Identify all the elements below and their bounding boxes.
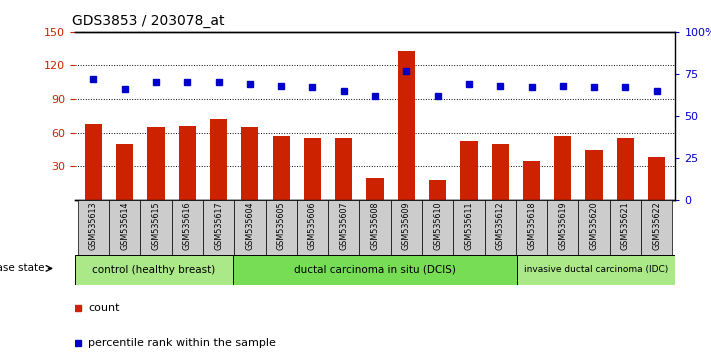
Bar bbox=[641, 200, 673, 255]
Bar bbox=[116, 144, 134, 200]
Bar bbox=[518, 255, 675, 285]
Bar bbox=[210, 119, 228, 200]
Bar bbox=[241, 127, 259, 200]
Text: GSM535615: GSM535615 bbox=[151, 202, 161, 250]
Text: GSM535613: GSM535613 bbox=[89, 202, 98, 250]
Text: GSM535622: GSM535622 bbox=[652, 202, 661, 250]
Bar bbox=[516, 200, 547, 255]
Bar bbox=[85, 124, 102, 200]
Bar bbox=[272, 136, 290, 200]
Text: GSM535616: GSM535616 bbox=[183, 202, 192, 250]
Bar bbox=[397, 51, 415, 200]
Bar bbox=[203, 200, 234, 255]
Text: count: count bbox=[88, 303, 119, 313]
Text: GSM535617: GSM535617 bbox=[214, 202, 223, 250]
Bar bbox=[171, 200, 203, 255]
Bar bbox=[491, 144, 509, 200]
Text: GSM535605: GSM535605 bbox=[277, 202, 286, 250]
Text: disease state: disease state bbox=[0, 263, 45, 273]
Bar bbox=[547, 200, 579, 255]
Text: GSM535619: GSM535619 bbox=[558, 202, 567, 250]
Bar bbox=[234, 200, 265, 255]
Bar bbox=[366, 178, 384, 200]
Text: GSM535610: GSM535610 bbox=[433, 202, 442, 250]
Text: GDS3853 / 203078_at: GDS3853 / 203078_at bbox=[72, 14, 224, 28]
Bar bbox=[178, 126, 196, 200]
Text: percentile rank within the sample: percentile rank within the sample bbox=[88, 338, 276, 348]
Text: GSM535607: GSM535607 bbox=[339, 202, 348, 250]
Bar bbox=[232, 255, 518, 285]
Text: ductal carcinoma in situ (DCIS): ductal carcinoma in situ (DCIS) bbox=[294, 265, 456, 275]
Bar bbox=[523, 161, 540, 200]
Bar bbox=[579, 200, 610, 255]
Bar bbox=[460, 141, 478, 200]
Text: GSM535612: GSM535612 bbox=[496, 202, 505, 250]
Text: control (healthy breast): control (healthy breast) bbox=[92, 265, 215, 275]
Bar bbox=[296, 200, 328, 255]
Bar bbox=[77, 200, 109, 255]
Bar bbox=[610, 200, 641, 255]
Bar bbox=[359, 200, 391, 255]
Bar bbox=[147, 127, 165, 200]
Bar bbox=[422, 200, 454, 255]
Bar bbox=[328, 200, 359, 255]
Bar bbox=[335, 138, 353, 200]
Bar bbox=[304, 138, 321, 200]
Text: GSM535609: GSM535609 bbox=[402, 202, 411, 250]
Bar bbox=[454, 200, 485, 255]
Bar bbox=[429, 180, 447, 200]
Text: GSM535618: GSM535618 bbox=[527, 202, 536, 250]
Text: GSM535608: GSM535608 bbox=[370, 202, 380, 250]
Text: invasive ductal carcinoma (IDC): invasive ductal carcinoma (IDC) bbox=[524, 266, 668, 274]
Bar bbox=[616, 138, 634, 200]
Bar bbox=[75, 255, 232, 285]
Bar bbox=[485, 200, 516, 255]
Text: GSM535621: GSM535621 bbox=[621, 202, 630, 250]
Bar bbox=[554, 136, 572, 200]
Bar bbox=[391, 200, 422, 255]
Text: GSM535611: GSM535611 bbox=[464, 202, 474, 250]
Bar bbox=[648, 158, 665, 200]
Bar bbox=[585, 149, 603, 200]
Bar bbox=[265, 200, 296, 255]
Text: GSM535620: GSM535620 bbox=[589, 202, 599, 250]
Bar bbox=[140, 200, 171, 255]
Text: GSM535606: GSM535606 bbox=[308, 202, 317, 250]
Text: GSM535604: GSM535604 bbox=[245, 202, 255, 250]
Bar bbox=[109, 200, 140, 255]
Text: GSM535614: GSM535614 bbox=[120, 202, 129, 250]
